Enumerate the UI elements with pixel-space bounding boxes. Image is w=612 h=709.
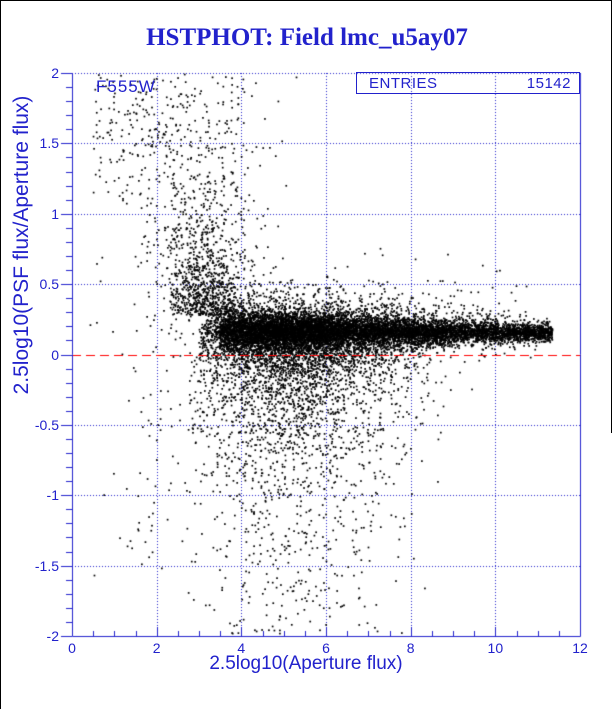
x-axis-title: 2.5log10(Aperture flux) [209,653,403,674]
x-tick-label: 12 [572,640,588,656]
y-tick-label: 0.5 [39,276,59,293]
x-tick-label: 2 [152,640,161,656]
y-tick-label: 2 [51,65,59,81]
y-tick-label: 0 [51,346,59,363]
entries-box: ENTRIES 15142 [356,72,580,94]
filter-label: F555W [96,77,156,96]
y-tick-label: -1 [46,487,59,504]
entries-label: ENTRIES [369,74,438,92]
x-tick-label: 8 [406,640,415,656]
y-tick-label: 1.5 [39,135,59,152]
x-tick-label: 10 [487,640,504,656]
x-tick-label: 0 [68,640,76,656]
y-tick-label: 1 [51,205,59,222]
y-tick-label: -1.5 [34,557,59,574]
x-tick-label: 6 [322,640,330,656]
x-tick-label: 4 [237,640,246,656]
y-tick-label: -0.5 [34,416,59,433]
entries-value: 15142 [526,74,571,92]
y-tick-label: -2 [46,628,59,644]
